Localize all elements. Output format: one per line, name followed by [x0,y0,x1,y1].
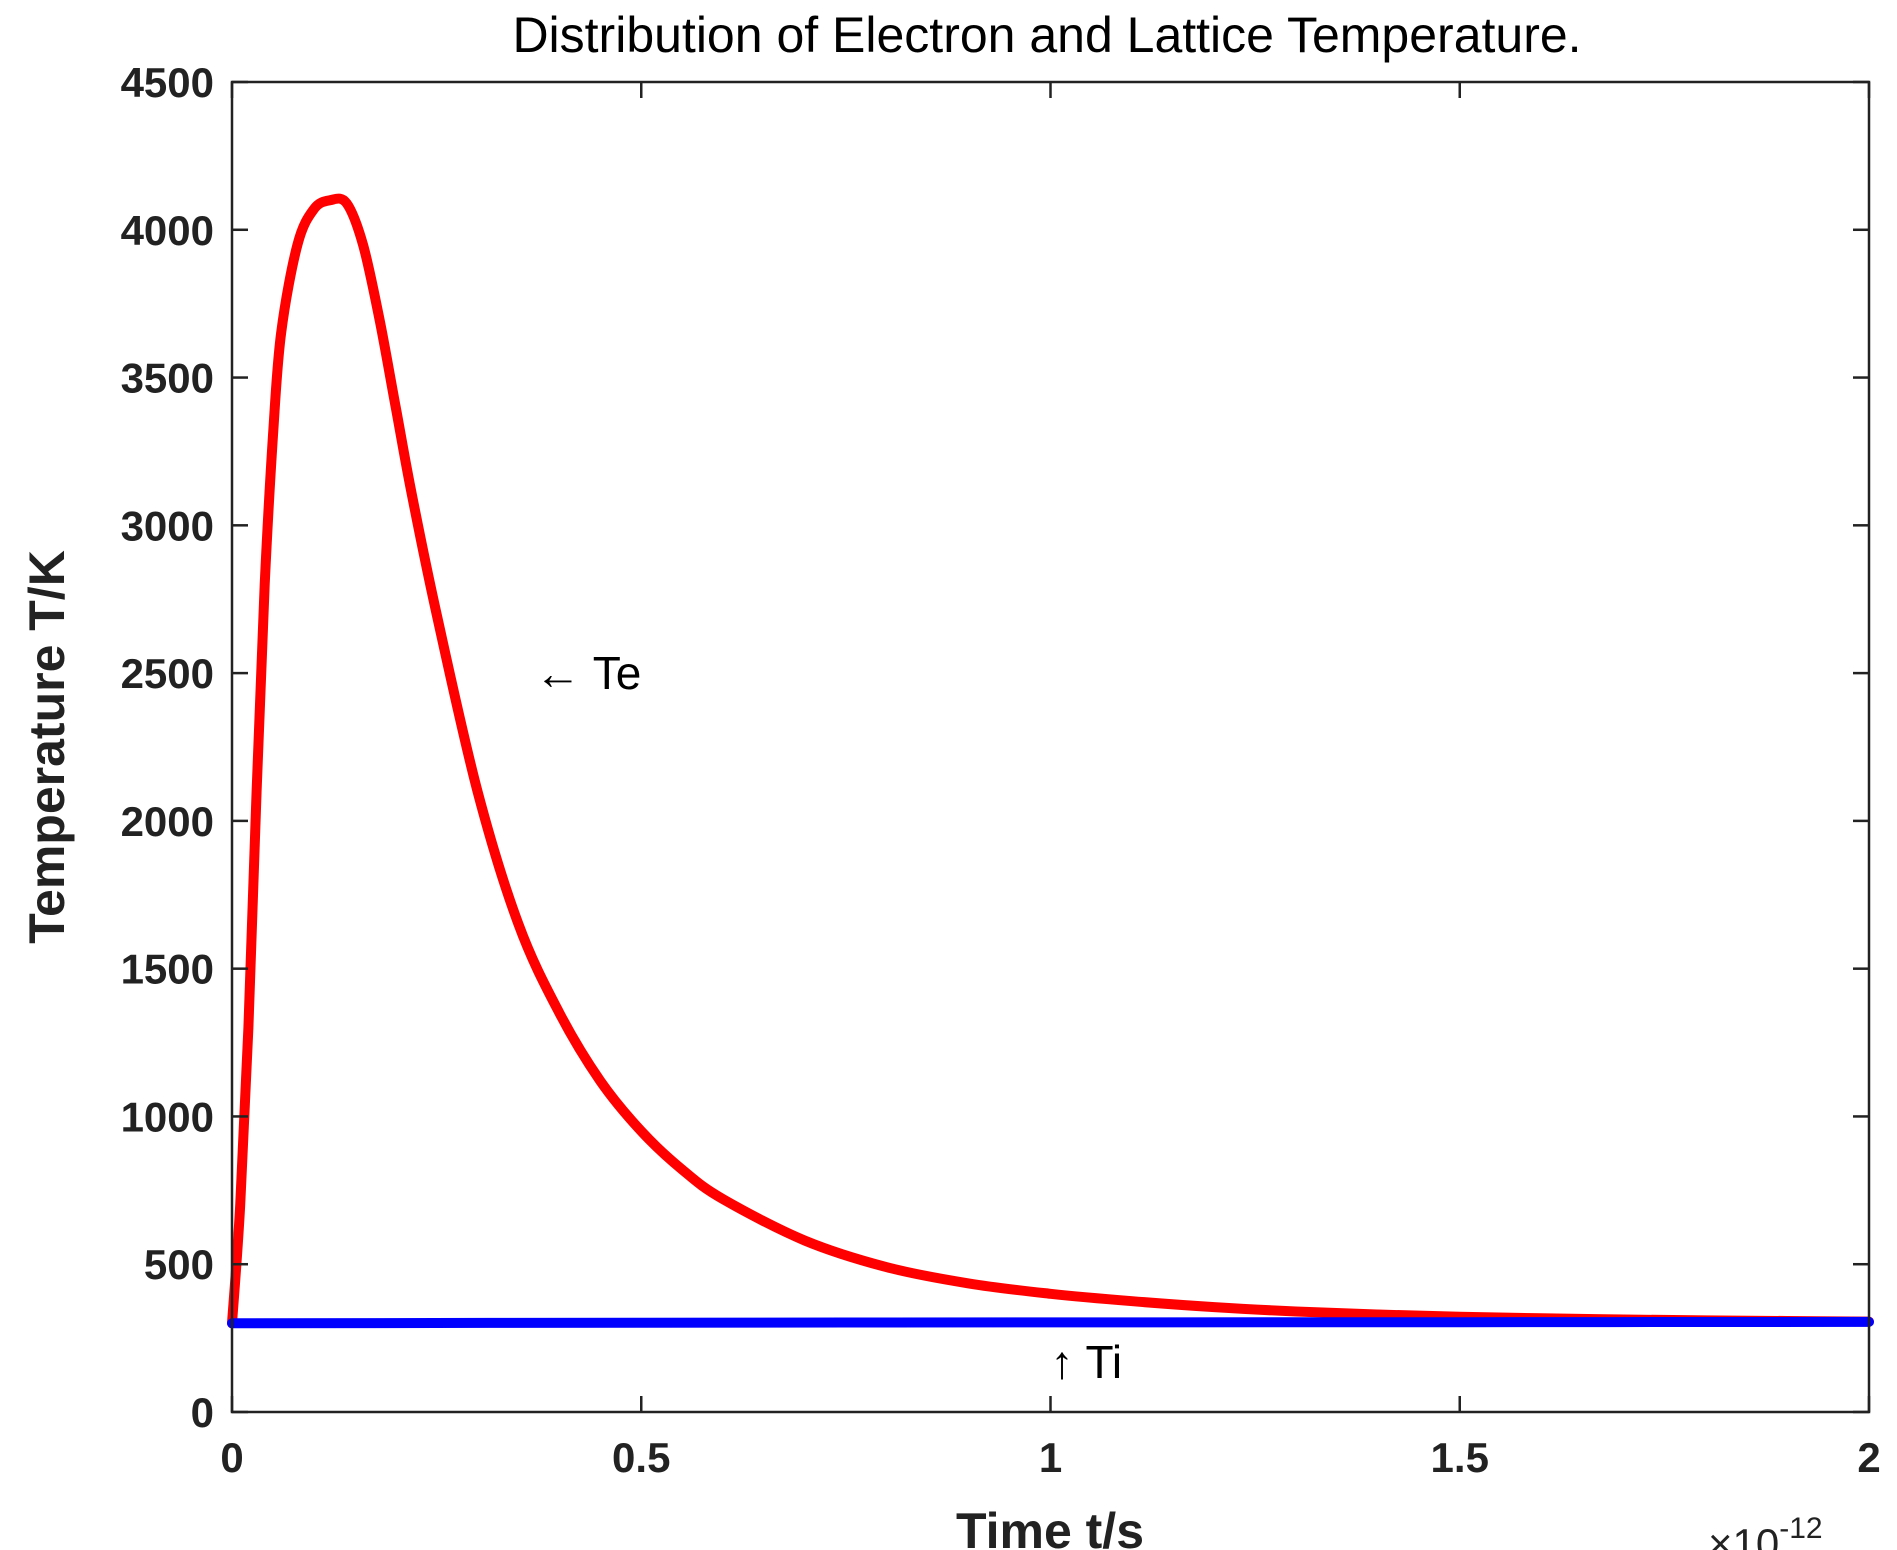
y-tick-label: 3000 [121,502,214,549]
y-axis-ticks: 0 500 1000 1500 2000 2500 3000 3500 4000 4500 [121,59,1869,1436]
y-tick-label: 1500 [121,946,214,993]
series-line-ti [227,1316,1874,1329]
x-tick-label: 0.5 [612,1434,670,1481]
x-axis-ticks: 0 0.5 1 1.5 2 [220,82,1881,1481]
y-tick-label: 1000 [121,1093,214,1140]
y-tick-label: 0 [191,1389,214,1436]
annotation-label: ← Te [535,647,642,699]
y-tick-label: 500 [144,1241,214,1288]
x-axis-multiplier-exponent: -12 [1779,1512,1822,1545]
series-line-te [227,193,1874,1329]
y-tick-label: 2500 [121,650,214,697]
plot-lines [227,193,1874,1329]
y-tick-label: 2000 [121,798,214,845]
x-tick-label: 1 [1039,1434,1062,1481]
chart-title: Distribution of Electron and Lattice Tem… [512,7,1581,63]
y-tick-label: 4000 [121,207,214,254]
x-tick-label: 2 [1857,1434,1880,1481]
y-axis-label: Temperature T/K [19,550,75,944]
annotations: ← Te ↑ Ti [535,647,1122,1388]
x-tick-label: 1.5 [1431,1434,1489,1481]
y-tick-label: 3500 [121,355,214,402]
annotation-label: ↑ Ti [1051,1336,1123,1388]
x-axis-label: Time t/s [956,1503,1144,1550]
x-axis-multiplier: ×10-12 [1708,1512,1823,1550]
x-tick-label: 0 [220,1434,243,1481]
x-axis-multiplier-base: ×10 [1708,1520,1779,1550]
y-tick-label: 4500 [121,59,214,106]
